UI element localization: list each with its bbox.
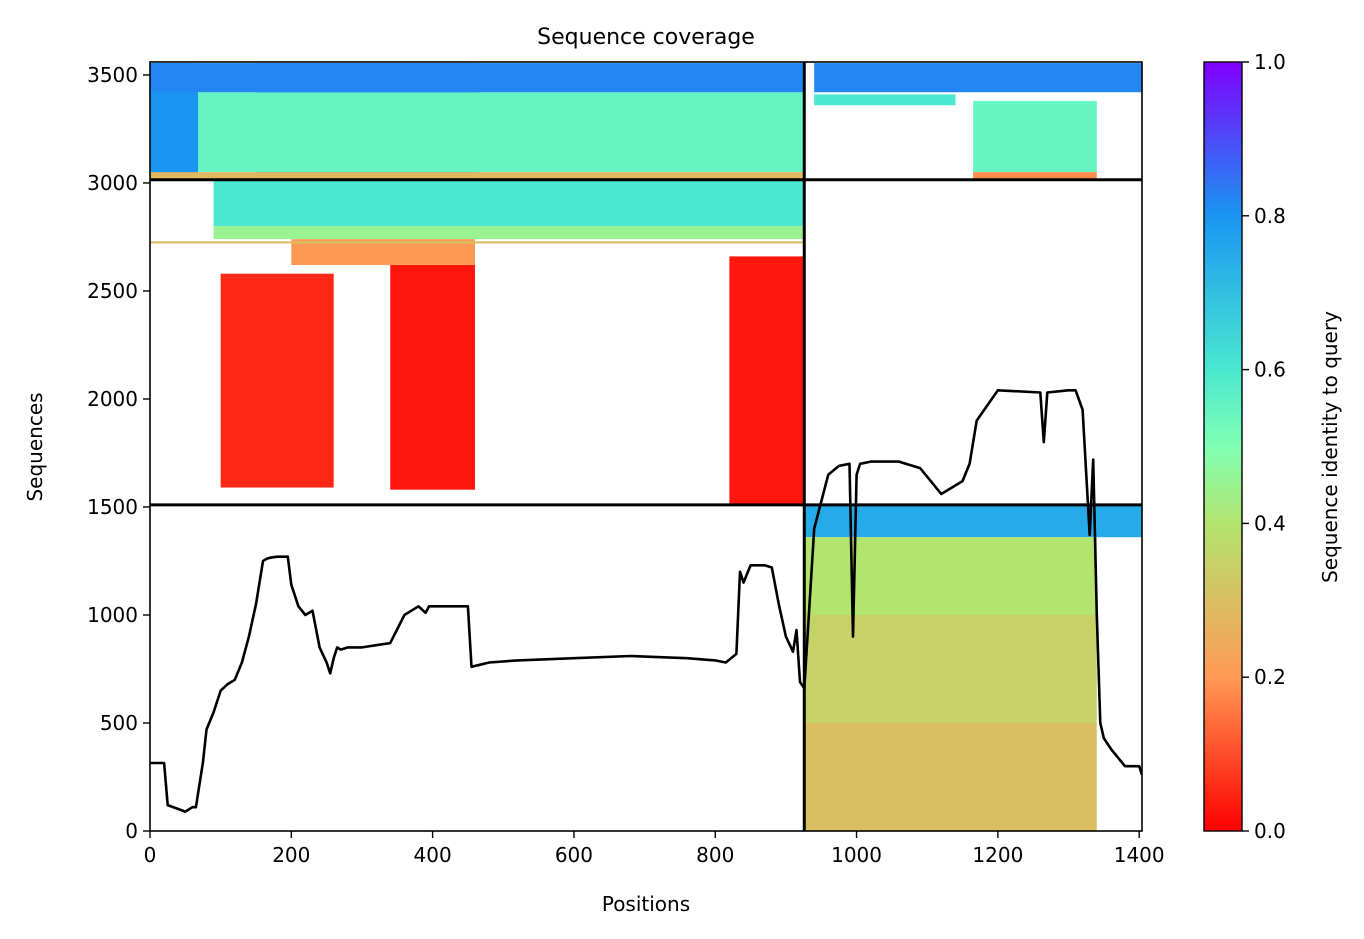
coverage-block: [220, 273, 334, 488]
coverage-heatmap: [150, 63, 1142, 831]
x-tick-label: 1000: [831, 843, 882, 867]
coverage-block: [804, 614, 1097, 723]
coverage-block: [814, 94, 956, 106]
coverage-block: [150, 172, 805, 179]
y-tick-label: 0: [125, 819, 138, 843]
coverage-block: [150, 241, 805, 244]
coverage-line-layer: [150, 389, 1142, 813]
y-axis-ticks: 0 500 1000 1500 2000 2500 3000 3500: [87, 63, 150, 843]
x-tick-label: 200: [272, 843, 310, 867]
x-tick-label: 400: [414, 843, 452, 867]
coverage-block: [814, 63, 1142, 93]
y-tick-label: 500: [100, 711, 138, 735]
colorbar-tick-label: 0.6: [1254, 358, 1286, 382]
colorbar-label: Sequence identity to query: [1318, 311, 1342, 583]
coverage-block: [804, 537, 1097, 615]
coverage-block: [804, 722, 1097, 831]
colorbar-tick-label: 0.8: [1254, 204, 1286, 228]
y-tick-label: 1500: [87, 495, 138, 519]
x-axis-ticks: 0 200 400 600 800 1000 1200 1400: [144, 831, 1165, 867]
y-tick-label: 2500: [87, 279, 138, 303]
colorbar-tick-label: 0.4: [1254, 511, 1286, 535]
y-tick-label: 1000: [87, 603, 138, 627]
coverage-block: [804, 504, 1142, 538]
x-tick-label: 1400: [1114, 843, 1165, 867]
colorbar: [1203, 61, 1243, 832]
coverage-block: [213, 179, 805, 227]
colorbar-tick-label: 1.0: [1254, 50, 1286, 74]
x-axis-label: Positions: [602, 892, 690, 916]
chart-title: Sequence coverage: [537, 25, 755, 50]
plot-frame: [149, 61, 1143, 832]
coverage-block: [198, 92, 805, 173]
chain-boundaries: [150, 62, 1142, 831]
coverage-block: [973, 100, 1097, 173]
coverage-block: [973, 172, 1097, 179]
y-axis-label: Sequences: [23, 392, 47, 501]
coverage-line: [150, 389, 1142, 813]
x-tick-label: 0: [144, 843, 157, 867]
x-tick-label: 1200: [972, 843, 1023, 867]
coverage-block: [213, 226, 805, 240]
y-tick-label: 3500: [87, 63, 138, 87]
coverage-block: [390, 265, 476, 490]
coverage-block: [150, 63, 805, 93]
y-tick-label: 3000: [87, 171, 138, 195]
colorbar-tick-label: 0.2: [1254, 665, 1286, 689]
y-tick-label: 2000: [87, 387, 138, 411]
x-tick-label: 800: [696, 843, 734, 867]
coverage-block: [729, 256, 805, 505]
colorbar-tick-label: 0.0: [1254, 819, 1286, 843]
colorbar-ticks: 0.0 0.2 0.4 0.6 0.8 1.0: [1242, 50, 1286, 843]
x-tick-label: 600: [555, 843, 593, 867]
